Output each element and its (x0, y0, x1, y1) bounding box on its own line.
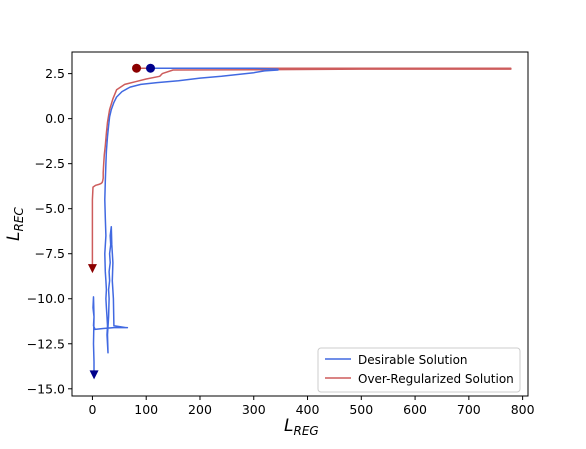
plot-frame (71, 51, 529, 397)
series-line-over-regularized (91, 67, 512, 269)
y-axis-title: LREC (4, 207, 26, 241)
legend: Desirable Solution Over-Regularized Solu… (317, 347, 521, 393)
x-axis: 0 100 200 300 400 500 600 700 800 (88, 396, 535, 417)
x-tick-label: 700 (457, 402, 481, 417)
y-tick-label: −2.5 (35, 156, 65, 171)
legend-label-desirable: Desirable Solution (358, 353, 468, 367)
x-tick-label: 100 (134, 402, 158, 417)
series-line-desirable (92, 67, 279, 375)
x-tick-label: 500 (349, 402, 373, 417)
y-tick-label: −15.0 (27, 381, 65, 396)
x-tick-label: 400 (296, 402, 320, 417)
y-tick-label: 2.5 (45, 66, 65, 81)
y-axis: 2.5 0.0 −2.5 −5.0 −7.5 −10.0 −12.5 −15.0 (27, 66, 72, 396)
y-tick-label: −12.5 (27, 336, 65, 351)
start-marker-desirable (146, 63, 156, 73)
y-tick-label: −7.5 (35, 246, 65, 261)
x-tick-label: 300 (242, 402, 266, 417)
x-tick-label: 200 (188, 402, 212, 417)
x-tick-label: 0 (88, 402, 96, 417)
x-tick-label: 800 (511, 402, 535, 417)
legend-label-over-regularized: Over-Regularized Solution (358, 372, 514, 386)
series-layer (87, 63, 512, 380)
legend-box (317, 347, 521, 393)
y-tick-label: 0.0 (45, 111, 65, 126)
y-tick-label: −10.0 (27, 291, 65, 306)
end-marker-over-regularized (87, 264, 97, 274)
start-marker-over-regularized (132, 63, 142, 73)
x-tick-label: 600 (403, 402, 427, 417)
x-axis-title: LREG (284, 416, 319, 438)
y-tick-label: −5.0 (35, 201, 65, 216)
end-marker-desirable (89, 370, 99, 380)
